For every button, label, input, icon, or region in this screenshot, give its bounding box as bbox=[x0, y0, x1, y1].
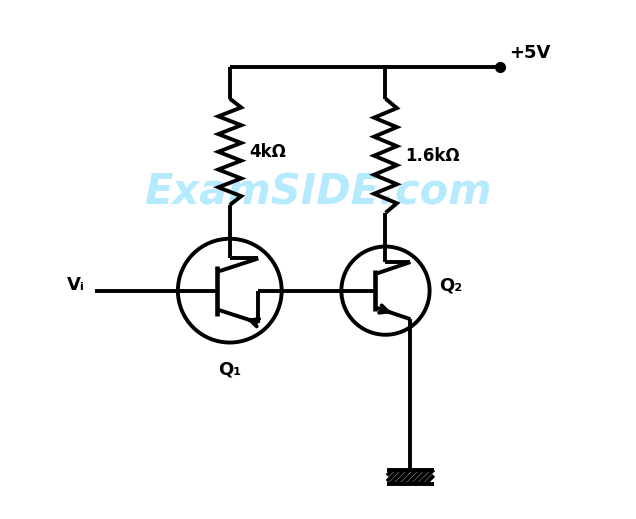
Text: Q₁: Q₁ bbox=[218, 361, 241, 379]
Text: ExamSIDE.com: ExamSIDE.com bbox=[144, 171, 492, 213]
Text: Vᵢ: Vᵢ bbox=[67, 277, 85, 294]
Text: 1.6kΩ: 1.6kΩ bbox=[405, 147, 460, 165]
Text: 4kΩ: 4kΩ bbox=[249, 143, 286, 161]
Text: +5V: +5V bbox=[509, 44, 550, 62]
Text: Q₂: Q₂ bbox=[439, 277, 462, 294]
